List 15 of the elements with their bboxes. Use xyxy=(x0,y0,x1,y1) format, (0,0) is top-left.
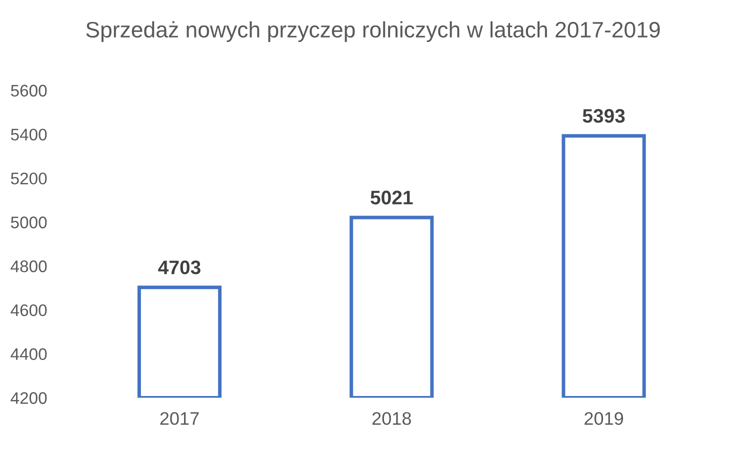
data-label: 4703 xyxy=(158,260,200,274)
data-label: 5393 xyxy=(582,109,625,123)
data-label: 5021 xyxy=(370,190,413,204)
y-tick-label: 5200 xyxy=(10,172,47,184)
y-tick-label: 4600 xyxy=(10,304,47,316)
chart-title: Sprzedaż nowych przyczep rolniczych w latach 2017-2019 xyxy=(86,21,660,42)
y-tick-label: 4200 xyxy=(10,392,47,404)
y-tick-label: 4400 xyxy=(10,348,47,360)
x-tick-label: 2018 xyxy=(372,412,411,425)
y-tick-label: 4800 xyxy=(10,260,47,272)
y-tick-label: 5600 xyxy=(10,84,47,97)
x-tick-label: 2019 xyxy=(584,412,624,425)
y-tick-label: 5400 xyxy=(10,128,47,141)
x-tick-label: 2017 xyxy=(160,412,199,425)
y-tick-label: 5000 xyxy=(10,216,47,228)
